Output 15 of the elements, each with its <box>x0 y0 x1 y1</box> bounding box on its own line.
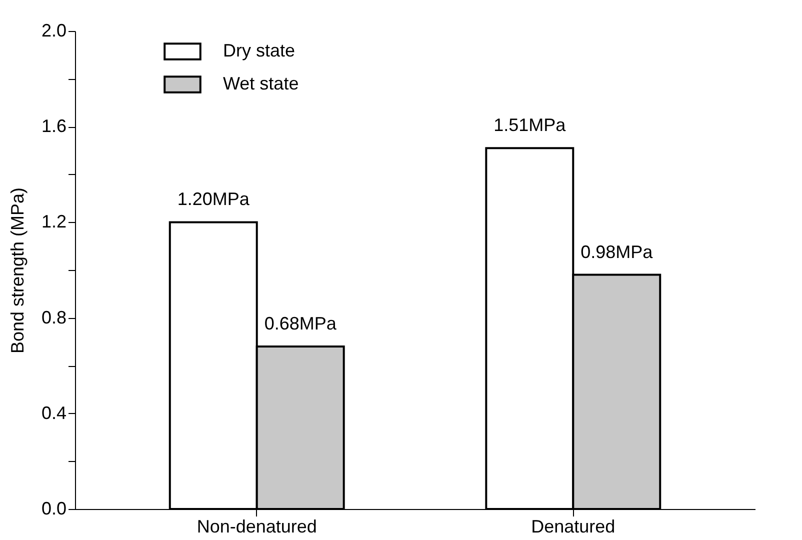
y-tick-label: 0.4 <box>41 402 66 423</box>
y-tick-label: 1.2 <box>41 212 66 232</box>
data-label: 0.98MPa <box>580 242 654 262</box>
data-label: 0.68MPa <box>264 313 338 334</box>
legend-label: Dry state <box>223 40 296 60</box>
x-tick-label: Denatured <box>531 516 616 536</box>
y-tick-label: 1.6 <box>41 116 66 136</box>
x-tick-label: Non-denatured <box>196 516 317 536</box>
y-tick-label: 0.0 <box>41 498 66 518</box>
data-label: 1.20MPa <box>177 189 250 210</box>
data-label: 1.51MPa <box>494 115 567 136</box>
legend-label: Wet state <box>223 74 299 94</box>
y-tick-label: 0.8 <box>41 307 66 328</box>
y-tick-label: 2.0 <box>41 20 66 40</box>
y-axis-title: Bond strength (MPa) <box>7 187 28 354</box>
